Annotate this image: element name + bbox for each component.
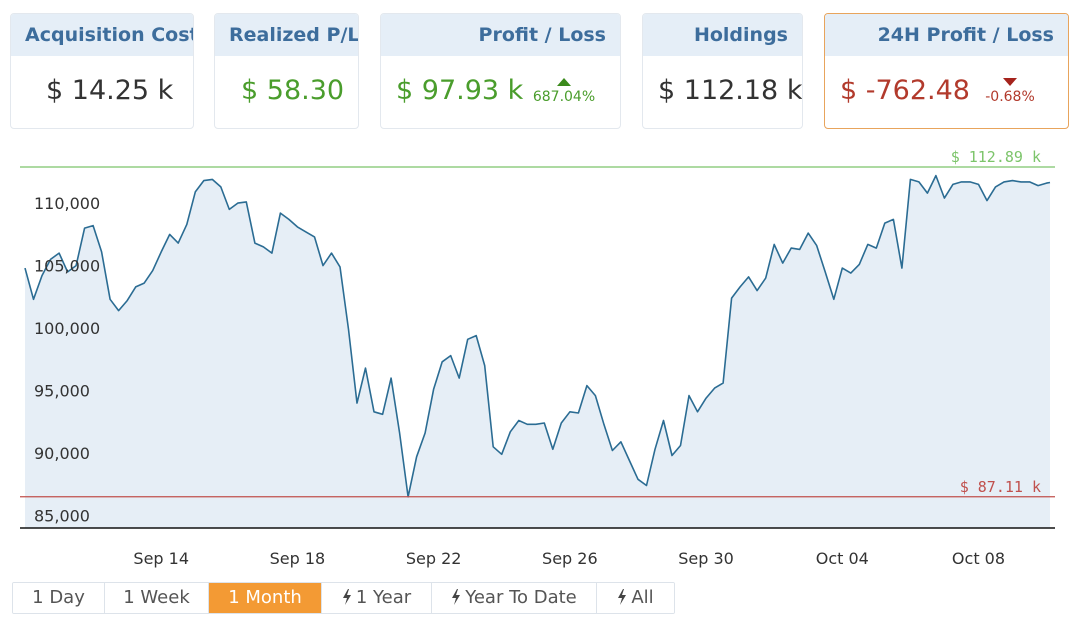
max-value-label: $ 112.89 k [951,148,1041,166]
card-24h-profit-loss: 24H Profit / Loss $ -762.48 -0.68% [824,13,1069,129]
range-selector: 1 Day 1 Week 1 Month 1 Year Year To Date… [12,582,675,614]
profit-loss-value: $ 97.93 k [396,75,524,106]
card-holdings: Holdings $ 112.18 k [642,13,803,129]
range-label: 1 Week [123,587,190,608]
series-line [24,174,1051,498]
acquisition-cost-value: $ 14.25 k [46,75,174,106]
profit-loss-percent: 687.04% [532,89,596,105]
x-tick-label: Sep 30 [678,549,734,568]
x-tick-label: Sep 26 [542,549,598,568]
range-1-month-button[interactable]: 1 Month [209,583,322,613]
arrow-down-icon [1003,78,1017,86]
y-tick-label: 105,000 [34,257,100,276]
y-tick-label: 95,000 [34,382,90,401]
range-label: All [631,587,654,608]
x-tick-label: Sep 14 [133,549,189,568]
y-tick-label: 85,000 [34,507,90,526]
card-title: Profit / Loss [381,14,620,56]
card-realized-pl: Realized P/L $ 58.30 [214,13,359,129]
x-tick-label: Sep 18 [270,549,326,568]
range-label: Year To Date [465,587,577,608]
range-all-button[interactable]: All [597,583,674,613]
range-label: 1 Year [355,587,412,608]
profit-loss-delta: 687.04% [524,78,604,105]
card-title: Realized P/L [215,14,358,56]
y-tick-label: 90,000 [34,444,90,463]
area-fill [25,175,1050,528]
x-tick-label: Oct 04 [816,549,869,568]
card-title: 24H Profit / Loss [825,14,1068,56]
realized-pl-value: $ 58.30 [241,75,345,106]
24h-profit-loss-delta: -0.68% [970,78,1050,105]
card-title: Acquisition Cost [11,14,193,56]
range-1-week-button[interactable]: 1 Week [105,583,209,613]
range-1-year-button[interactable]: 1 Year [322,583,432,613]
card-profit-loss: Profit / Loss $ 97.93 k 687.04% [380,13,621,129]
24h-profit-loss-percent: -0.68% [985,89,1035,105]
range-year-to-date-button[interactable]: Year To Date [432,583,597,613]
range-label: 1 Month [228,587,302,608]
bolt-icon [452,589,461,605]
holdings-value: $ 112.18 k [658,75,803,106]
range-label: 1 Day [32,587,85,608]
bolt-icon [342,589,351,605]
portfolio-value-chart[interactable]: $ 112.89 k $ 87.11 k 85,000 90,000 95,000 100… [0,140,1080,580]
y-tick-label: 110,000 [34,194,100,213]
x-tick-label: Oct 08 [952,549,1005,568]
y-tick-label: 100,000 [34,319,100,338]
x-tick-label: Sep 22 [406,549,462,568]
bolt-icon [618,589,627,605]
card-acquisition-cost: Acquisition Cost $ 14.25 k [10,13,194,129]
range-1-day-button[interactable]: 1 Day [13,583,105,613]
24h-profit-loss-value: $ -762.48 [840,75,970,106]
arrow-up-icon [557,78,571,86]
card-title: Holdings [643,14,802,56]
min-value-label: $ 87.11 k [960,478,1041,496]
